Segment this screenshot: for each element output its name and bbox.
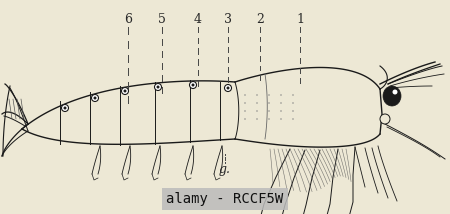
Ellipse shape (268, 102, 270, 104)
Ellipse shape (256, 118, 258, 120)
Ellipse shape (280, 110, 282, 112)
Ellipse shape (292, 118, 294, 120)
Text: 5: 5 (158, 12, 166, 25)
Ellipse shape (268, 110, 270, 112)
Ellipse shape (392, 89, 397, 95)
Ellipse shape (62, 104, 68, 111)
Ellipse shape (192, 83, 194, 86)
Ellipse shape (122, 88, 129, 95)
Ellipse shape (63, 107, 67, 110)
Ellipse shape (154, 83, 162, 91)
Ellipse shape (123, 89, 126, 92)
Ellipse shape (91, 95, 99, 101)
Ellipse shape (244, 118, 246, 120)
Ellipse shape (94, 97, 96, 100)
Ellipse shape (256, 94, 258, 96)
Text: 1: 1 (296, 12, 304, 25)
Ellipse shape (292, 110, 294, 112)
Text: g.: g. (219, 162, 231, 175)
Ellipse shape (280, 94, 282, 96)
Ellipse shape (256, 102, 258, 104)
Ellipse shape (256, 110, 258, 112)
Ellipse shape (292, 102, 294, 104)
Ellipse shape (292, 94, 294, 96)
Ellipse shape (244, 102, 246, 104)
Ellipse shape (244, 110, 246, 112)
Ellipse shape (157, 86, 159, 89)
Ellipse shape (268, 94, 270, 96)
Text: 4: 4 (194, 12, 202, 25)
Text: 6: 6 (124, 12, 132, 25)
Ellipse shape (280, 102, 282, 104)
Ellipse shape (280, 118, 282, 120)
Text: 2: 2 (256, 12, 264, 25)
Ellipse shape (244, 94, 246, 96)
Text: 3: 3 (224, 12, 232, 25)
Ellipse shape (226, 86, 230, 89)
Ellipse shape (383, 86, 401, 106)
Ellipse shape (225, 85, 231, 92)
Ellipse shape (189, 82, 197, 89)
Ellipse shape (268, 118, 270, 120)
Text: alamy - RCCF5W: alamy - RCCF5W (166, 192, 284, 206)
Ellipse shape (380, 114, 390, 124)
